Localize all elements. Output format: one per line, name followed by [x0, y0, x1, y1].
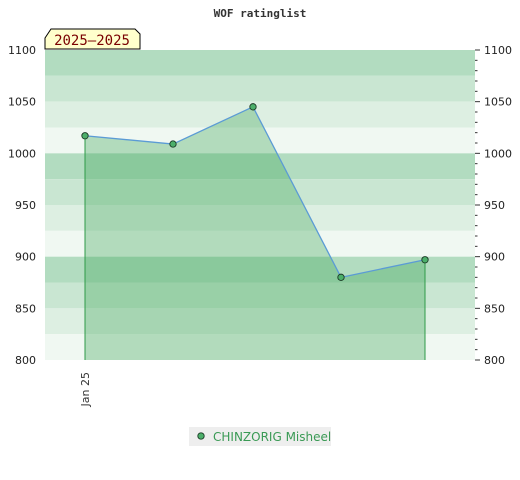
area-fill — [85, 106, 425, 360]
legend-marker-icon — [197, 432, 205, 440]
background-band — [45, 127, 475, 154]
y-tick-label-right: 950 — [484, 199, 505, 212]
y-tick-label-right: 1000 — [484, 147, 512, 160]
y-tick-label-left: 850 — [15, 302, 36, 315]
period-badge: 2025–2025 — [44, 28, 141, 50]
y-tick-label-right: 1100 — [484, 44, 512, 57]
y-tick-label-left: 1100 — [8, 44, 36, 57]
background-band — [45, 205, 475, 231]
data-point[interactable] — [81, 132, 89, 140]
y-tick-label-left: 1050 — [8, 96, 36, 109]
data-points — [81, 103, 429, 281]
y-tick-label-right: 900 — [484, 251, 505, 264]
background-band — [45, 179, 475, 205]
period-badge-label: 2025–2025 — [54, 33, 130, 49]
chart-title: WOF ratinglist — [214, 7, 307, 20]
right-axis: 800 850 900 950 1000 1050 1100 — [475, 44, 512, 367]
legend[interactable]: CHINZORIG Misheel — [189, 427, 331, 446]
background-band — [45, 75, 475, 102]
y-tick-label-right: 850 — [484, 302, 505, 315]
data-point[interactable] — [337, 273, 345, 281]
y-tick-label-right: 1050 — [484, 96, 512, 109]
data-point[interactable] — [421, 256, 429, 264]
left-axis: 800 850 900 950 1000 1050 1100 — [8, 44, 36, 367]
y-tick-label-left: 1000 — [8, 147, 36, 160]
y-tick-label-right: 800 — [484, 354, 505, 367]
x-axis: Jan 25 — [79, 372, 92, 407]
background-band — [45, 101, 475, 128]
background-bands — [45, 50, 475, 360]
background-band — [45, 256, 475, 283]
background-band — [45, 308, 475, 335]
data-point[interactable] — [169, 140, 177, 148]
y-tick-label-left: 950 — [15, 199, 36, 212]
background-band — [45, 334, 475, 360]
background-band — [45, 50, 475, 76]
y-tick-label-left: 800 — [15, 354, 36, 367]
period-badge-shape — [44, 28, 141, 50]
legend-series-name: CHINZORIG Misheel — [213, 430, 331, 444]
x-tick-label: Jan 25 — [79, 372, 92, 407]
background-band — [45, 153, 475, 180]
y-tick-label-left: 900 — [15, 251, 36, 264]
background-band — [45, 230, 475, 257]
background-band — [45, 282, 475, 309]
data-point[interactable] — [249, 103, 257, 111]
legend-background — [189, 427, 331, 446]
